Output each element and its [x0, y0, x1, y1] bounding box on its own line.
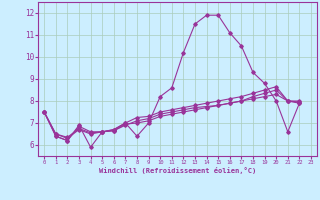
- X-axis label: Windchill (Refroidissement éolien,°C): Windchill (Refroidissement éolien,°C): [99, 167, 256, 174]
